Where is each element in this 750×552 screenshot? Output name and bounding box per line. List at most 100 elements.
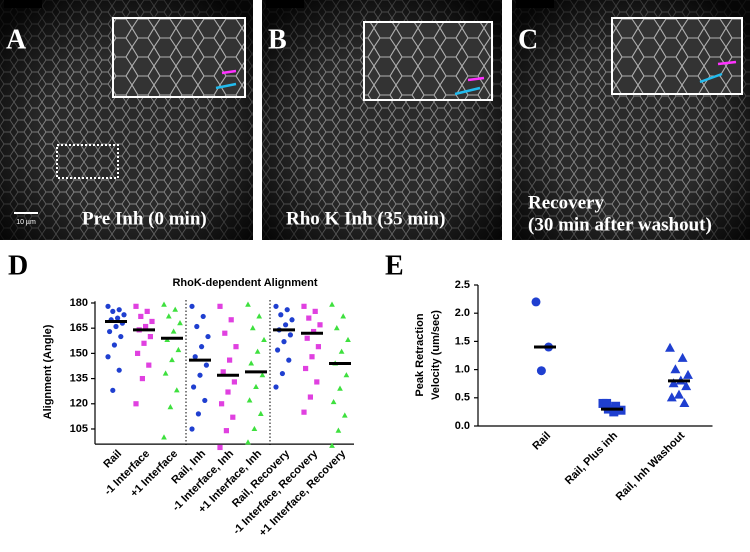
data-point (170, 328, 177, 334)
data-point (195, 411, 201, 417)
data-point (107, 328, 113, 335)
panel-letter: B (268, 24, 287, 55)
data-point (609, 407, 619, 417)
data-point (289, 317, 295, 323)
x-tick-label: Rail (530, 430, 553, 453)
data-point (228, 317, 234, 323)
data-point (116, 367, 122, 373)
data-point (202, 397, 208, 404)
data-point (315, 344, 321, 350)
data-point (309, 354, 315, 360)
data-point (200, 313, 206, 320)
data-point (133, 303, 139, 309)
panel-caption: (30 min after washout) (528, 214, 712, 235)
data-point (197, 372, 203, 378)
data-point (668, 378, 679, 388)
data-point (144, 308, 150, 314)
data-point (329, 301, 335, 307)
data-point (248, 360, 255, 366)
y-tick-label: 0.0 (455, 420, 470, 432)
y-tick-label: 1.0 (455, 364, 470, 376)
data-point (273, 303, 279, 309)
data-point (304, 335, 310, 341)
y-tick-label: 180 (70, 297, 88, 309)
data-point (189, 303, 195, 309)
data-point (177, 320, 183, 326)
data-point (146, 362, 152, 368)
data-point (205, 333, 211, 340)
data-point (111, 342, 117, 348)
data-point (138, 313, 144, 320)
data-point (337, 385, 343, 391)
data-point (257, 410, 264, 416)
data-point (192, 354, 198, 360)
data-point (105, 354, 111, 360)
data-point (110, 387, 116, 393)
data-point (536, 366, 546, 376)
data-point (165, 313, 172, 319)
data-point (345, 336, 351, 343)
data-point (147, 333, 153, 340)
data-point (278, 312, 284, 318)
data-point (227, 357, 233, 363)
data-point (531, 297, 541, 307)
data-point (679, 398, 690, 408)
data-point (167, 404, 174, 410)
y-tick-label: 2.0 (455, 307, 470, 319)
data-point (133, 401, 139, 407)
data-point (118, 333, 124, 340)
data-point (230, 414, 236, 420)
y-tick-label: 0.5 (455, 392, 470, 404)
x-tick-label: Rail, Plus inh (563, 430, 621, 488)
y-tick-label: 165 (70, 322, 88, 334)
data-point (674, 389, 684, 399)
data-point (301, 303, 307, 309)
x-tick-label: Rail (101, 448, 124, 471)
panel-caption: Recovery (528, 192, 604, 213)
data-point (683, 369, 693, 379)
y-tick-label: 1.5 (455, 335, 470, 347)
y-tick-label: 150 (70, 347, 88, 359)
data-point (121, 312, 127, 318)
data-point (173, 387, 180, 393)
data-point (161, 301, 167, 307)
y-tick-label: 135 (70, 372, 88, 384)
data-point (194, 323, 200, 330)
y-axis-label: Alignment (Angle) (42, 324, 54, 419)
data-point (217, 303, 223, 309)
data-point (169, 356, 175, 363)
panel-letter: A (6, 24, 27, 55)
data-point (307, 394, 313, 400)
data-point (225, 389, 231, 395)
data-point (139, 375, 145, 382)
data-point (175, 346, 182, 353)
data-point (335, 427, 342, 433)
data-point (231, 379, 237, 385)
data-point (279, 370, 285, 377)
panel-letter: E (385, 250, 404, 281)
data-point (677, 352, 688, 362)
data-point (340, 313, 347, 319)
data-point (105, 303, 111, 309)
data-point (681, 381, 692, 391)
data-point (191, 384, 197, 390)
scale-bar-label: 10 µm (16, 219, 36, 226)
data-point (611, 401, 621, 411)
panel-b: B Rho K Inh (35 min) (262, 0, 502, 240)
y-axis-label: Peak Retraction (414, 313, 426, 396)
data-point (286, 357, 292, 363)
chart-title: RhoK-dependent Alignment (172, 277, 317, 289)
data-point (251, 425, 258, 432)
data-point (275, 347, 281, 353)
data-point (287, 332, 293, 338)
data-point (162, 370, 169, 376)
data-point (245, 439, 251, 445)
data-point (141, 340, 147, 346)
data-point (666, 392, 677, 402)
data-point (219, 401, 225, 407)
data-point (217, 444, 223, 451)
data-point (343, 372, 350, 378)
panel-a: 10 µm A Pre Inh (0 min) (0, 0, 253, 240)
data-point (253, 383, 259, 390)
